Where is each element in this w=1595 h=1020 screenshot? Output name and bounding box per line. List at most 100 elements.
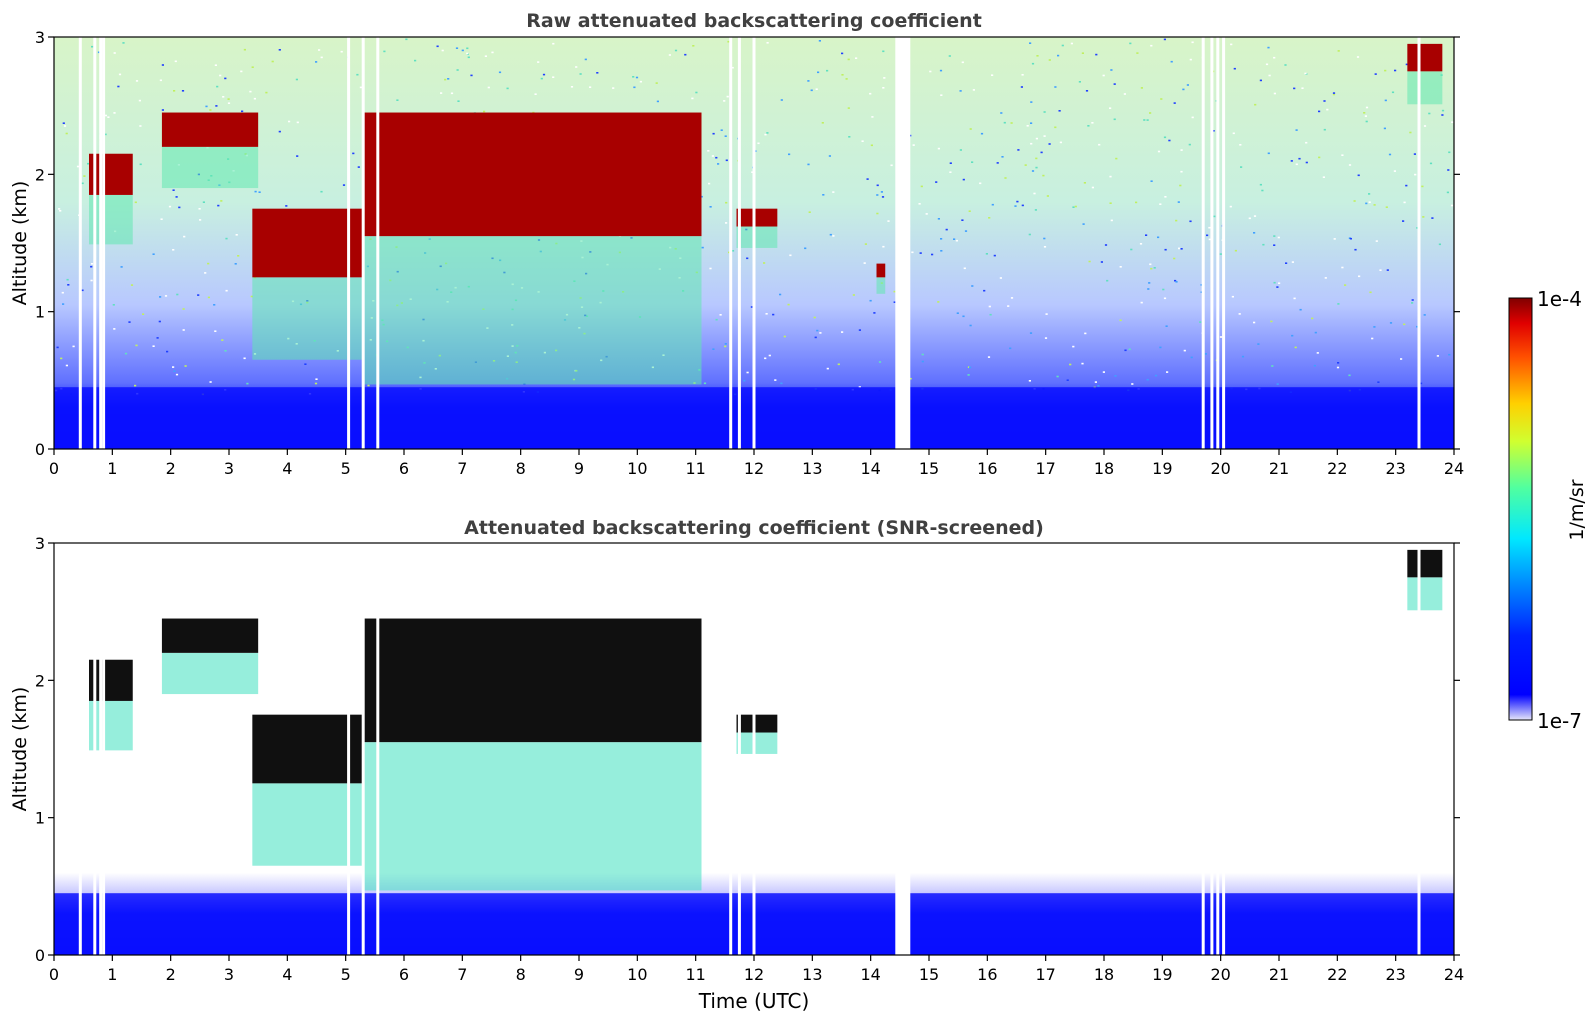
- noise-pixel: [1273, 92, 1276, 95]
- x-tick-label: 7: [457, 965, 467, 984]
- noise-pixel: [1001, 156, 1004, 158]
- noise-pixel: [1451, 121, 1454, 123]
- noise-pixel: [1276, 286, 1279, 288]
- x-tick-label: 13: [802, 459, 822, 478]
- noise-pixel: [1066, 379, 1069, 381]
- noise-pixel: [1253, 321, 1256, 324]
- y-tick-label: 0: [35, 946, 45, 965]
- noise-pixel: [235, 234, 238, 236]
- noise-pixel: [1026, 125, 1029, 127]
- noise-pixel: [876, 212, 879, 215]
- noise-pixel: [1284, 64, 1287, 66]
- noise-pixel: [817, 71, 820, 74]
- noise-pixel: [765, 313, 768, 315]
- noise-pixel: [1403, 323, 1406, 326]
- cloud-fallstreak: [1407, 71, 1443, 105]
- noise-pixel: [787, 303, 790, 306]
- noise-pixel: [175, 373, 179, 376]
- no-data-gap: [1210, 37, 1214, 449]
- noise-pixel: [1145, 234, 1148, 236]
- noise-pixel: [1389, 322, 1393, 324]
- noise-pixel: [142, 313, 145, 315]
- noise-pixel: [118, 73, 122, 76]
- noise-pixel: [1267, 46, 1270, 49]
- noise-pixel: [967, 374, 970, 376]
- noise-pixel: [963, 267, 966, 270]
- noise-pixel: [832, 191, 835, 193]
- noise-pixel: [968, 210, 971, 212]
- noise-pixel: [807, 80, 810, 82]
- noise-pixel: [1072, 206, 1075, 208]
- noise-pixel: [172, 189, 175, 191]
- noise-pixel: [1094, 381, 1097, 383]
- noise-pixel: [750, 306, 753, 308]
- noise-pixel: [780, 382, 783, 385]
- noise-pixel: [315, 61, 318, 63]
- noise-pixel: [1081, 52, 1084, 54]
- noise-pixel: [985, 253, 988, 255]
- x-tick-label: 22: [1327, 459, 1347, 478]
- noise-pixel: [181, 90, 185, 92]
- noise-pixel: [766, 42, 769, 44]
- noise-pixel: [882, 50, 885, 53]
- x-tick-label: 23: [1385, 459, 1405, 478]
- noise-pixel: [711, 155, 714, 157]
- noise-pixel: [1182, 88, 1185, 91]
- noise-pixel: [104, 133, 107, 136]
- noise-pixel: [1139, 243, 1143, 245]
- noise-pixel: [1356, 56, 1360, 58]
- noise-pixel: [1262, 243, 1265, 246]
- noise-pixel: [1384, 99, 1387, 102]
- noise-pixel: [405, 38, 408, 41]
- x-tick-label: 11: [685, 965, 705, 984]
- x-tick-label: 21: [1269, 459, 1289, 478]
- x-axis-label: Time (UTC): [698, 989, 810, 1013]
- noise-pixel: [295, 78, 298, 81]
- noise-pixel: [878, 361, 882, 363]
- noise-pixel: [1409, 131, 1412, 134]
- noise-pixel: [1448, 151, 1451, 154]
- noise-pixel: [1305, 141, 1308, 144]
- noise-pixel: [1149, 112, 1152, 114]
- noise-pixel: [1048, 59, 1051, 61]
- noise-pixel: [1095, 53, 1098, 56]
- noise-pixel: [818, 40, 821, 42]
- noise-pixel: [1294, 346, 1297, 349]
- noise-pixel: [552, 42, 555, 45]
- noise-pixel: [1162, 288, 1165, 291]
- noise-pixel: [1368, 201, 1371, 203]
- noise-pixel: [763, 262, 766, 264]
- noise-pixel: [139, 125, 142, 127]
- noise-pixel: [808, 211, 811, 213]
- no-data-gap: [376, 37, 380, 449]
- noise-pixel: [1021, 204, 1024, 207]
- x-tick-label: 19: [1152, 459, 1172, 478]
- noise-pixel: [1248, 217, 1251, 220]
- noise-pixel: [1170, 60, 1173, 63]
- noise-pixel: [918, 203, 921, 205]
- noise-pixel: [156, 337, 159, 339]
- x-tick-label: 10: [627, 965, 647, 984]
- noise-pixel: [1024, 164, 1027, 166]
- noise-pixel: [1373, 204, 1376, 206]
- noise-pixel: [893, 290, 896, 293]
- noise-pixel: [1239, 144, 1242, 146]
- no-data-gap: [737, 37, 741, 449]
- noise-pixel: [1164, 196, 1167, 198]
- noise-pixel: [940, 94, 943, 96]
- noise-pixel: [1183, 349, 1186, 352]
- noise-pixel: [182, 308, 185, 310]
- cloud-layer: [363, 112, 702, 237]
- noise-pixel: [1159, 346, 1162, 349]
- noise-pixel: [447, 78, 450, 80]
- cloud-layer: [876, 263, 886, 278]
- noise-pixel: [1219, 336, 1223, 338]
- noise-pixel: [1035, 157, 1038, 160]
- noise-pixel: [887, 220, 890, 222]
- noise-pixel: [1104, 244, 1108, 246]
- cloud-layer: [363, 618, 702, 743]
- colorbar-max-label: 1e-4: [1537, 287, 1582, 311]
- noise-pixel: [1318, 110, 1321, 113]
- noise-pixel: [746, 257, 749, 260]
- x-tick-label: 15: [919, 965, 939, 984]
